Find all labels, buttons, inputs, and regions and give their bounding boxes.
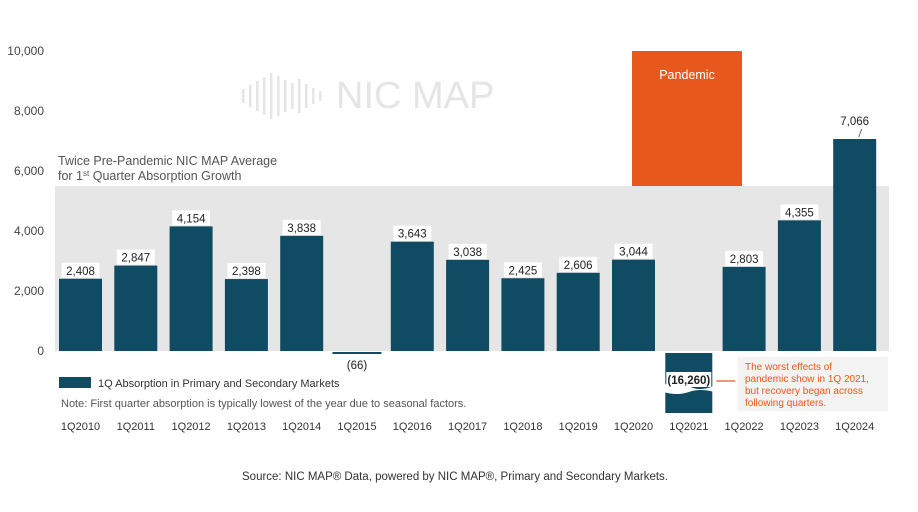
x-tick-label: 1Q2017 xyxy=(448,421,487,433)
value-label-bg xyxy=(172,210,211,226)
value-label-bg xyxy=(282,219,321,235)
x-tick-label: 1Q2020 xyxy=(614,421,653,433)
legend-swatch xyxy=(59,377,91,388)
annotation-line: following quarters. xyxy=(745,398,826,409)
bar xyxy=(390,241,434,351)
x-tick-label: 1Q2014 xyxy=(282,421,321,433)
bar xyxy=(612,259,655,351)
watermark-bar xyxy=(291,83,294,109)
bar-value-label: 3,643 xyxy=(398,229,427,241)
bar-value-label: (16,260) xyxy=(667,375,710,387)
value-label-bg xyxy=(116,249,155,265)
bar-value-label: 2,606 xyxy=(564,260,593,272)
bar-value-label: 7,066 xyxy=(840,116,869,128)
x-tick-label: 1Q2023 xyxy=(780,421,819,433)
bar-value-label: 2,398 xyxy=(232,266,261,278)
watermark-bar xyxy=(277,76,280,116)
value-label-bg xyxy=(227,263,266,279)
annotation-line: The worst effects of xyxy=(745,362,832,373)
watermark-logo: NIC MAP xyxy=(242,73,494,119)
value-label-bg xyxy=(780,204,819,220)
band-label-line1: Twice Pre-Pandemic NIC MAP Average xyxy=(58,154,277,168)
bar xyxy=(59,278,102,351)
bar-value-label: 4,154 xyxy=(177,213,206,225)
watermark-text: NIC MAP xyxy=(336,75,494,117)
pandemic-box xyxy=(632,51,742,186)
band-label-line2: for 1st Quarter Absorption Growth xyxy=(58,169,241,183)
x-tick-label: 1Q2011 xyxy=(117,421,155,433)
x-tick-label: 1Q2022 xyxy=(725,421,764,433)
watermark-bar xyxy=(312,88,315,104)
value-label-bg xyxy=(559,256,598,272)
bar-value-label: 3,038 xyxy=(453,247,482,259)
bar xyxy=(224,279,268,351)
watermark-bar xyxy=(284,80,287,112)
bar xyxy=(833,139,877,351)
bar xyxy=(722,266,766,351)
bar-value-label: 2,847 xyxy=(121,253,150,265)
x-tick-label: 1Q2015 xyxy=(337,421,376,433)
bar-value-label: 2,425 xyxy=(509,265,538,277)
legend: 1Q Absorption in Primary and Secondary M… xyxy=(59,377,340,390)
y-axis: 0 2,000 4,000 6,000 8,000 10,000 xyxy=(7,44,44,358)
annotation-box xyxy=(738,357,888,411)
annotation-line: pandemic show in 1Q 2021, xyxy=(745,374,869,385)
x-tick-label: 1Q2012 xyxy=(172,421,211,433)
x-tick-label: 1Q2018 xyxy=(503,421,542,433)
source-note: Source: NIC MAP® Data, powered by NIC MA… xyxy=(242,471,668,483)
annotation-line: but recovery began across xyxy=(745,386,863,397)
y-tick-label: 8,000 xyxy=(14,104,44,118)
y-tick-label: 4,000 xyxy=(14,224,44,238)
chart-note: Note: First quarter absorption is typica… xyxy=(61,398,466,410)
value-label-bg xyxy=(666,372,712,387)
value-label-bg xyxy=(614,243,653,259)
bar xyxy=(332,352,382,354)
x-tick-label: 1Q2024 xyxy=(835,421,874,433)
bar-value-label: 3,044 xyxy=(619,247,648,259)
x-tick-label: 1Q2013 xyxy=(227,421,266,433)
bar xyxy=(280,235,324,351)
watermark-bar xyxy=(305,84,308,108)
bar xyxy=(501,278,545,351)
value-label-bg xyxy=(393,225,432,241)
label-leader xyxy=(858,128,863,138)
bar-value-label: 2,408 xyxy=(66,266,95,278)
watermark-bar xyxy=(298,79,301,113)
x-tick-label: 1Q2019 xyxy=(559,421,598,433)
legend-label: 1Q Absorption in Primary and Secondary M… xyxy=(98,378,340,390)
y-tick-label: 10,000 xyxy=(7,44,44,58)
value-label-bg xyxy=(725,250,764,266)
y-tick-label: 6,000 xyxy=(14,164,44,178)
bar xyxy=(114,265,158,351)
x-tick-label: 1Q2016 xyxy=(393,421,432,433)
watermark-bar xyxy=(270,73,273,119)
bar-value-label: 4,355 xyxy=(785,207,814,219)
bar xyxy=(169,226,213,351)
watermark-bar xyxy=(249,85,252,107)
value-label-bg xyxy=(448,243,487,259)
value-label-bg xyxy=(61,262,100,278)
bar xyxy=(556,272,600,351)
x-tick-label: 1Q2010 xyxy=(61,421,100,433)
watermark-bar xyxy=(256,81,259,111)
bar xyxy=(446,259,490,351)
x-axis: 1Q2010 1Q2011 1Q2012 1Q2013 1Q2014 1Q2015 1Q20… xyxy=(61,421,874,433)
pandemic-label: Pandemic xyxy=(659,68,715,82)
x-tick-label: 1Q2021 xyxy=(669,421,708,433)
watermark-bar xyxy=(263,77,266,115)
bar-value-label: (66) xyxy=(347,360,368,372)
y-tick-label: 2,000 xyxy=(14,284,44,298)
value-label-bg xyxy=(503,262,542,278)
bar-value-label: 2,803 xyxy=(730,254,759,266)
y-tick-label: 0 xyxy=(37,344,44,358)
watermark-bar xyxy=(319,91,322,101)
bar-value-label: 3,838 xyxy=(287,223,316,235)
watermark-bar xyxy=(242,89,245,103)
bar xyxy=(777,220,821,351)
